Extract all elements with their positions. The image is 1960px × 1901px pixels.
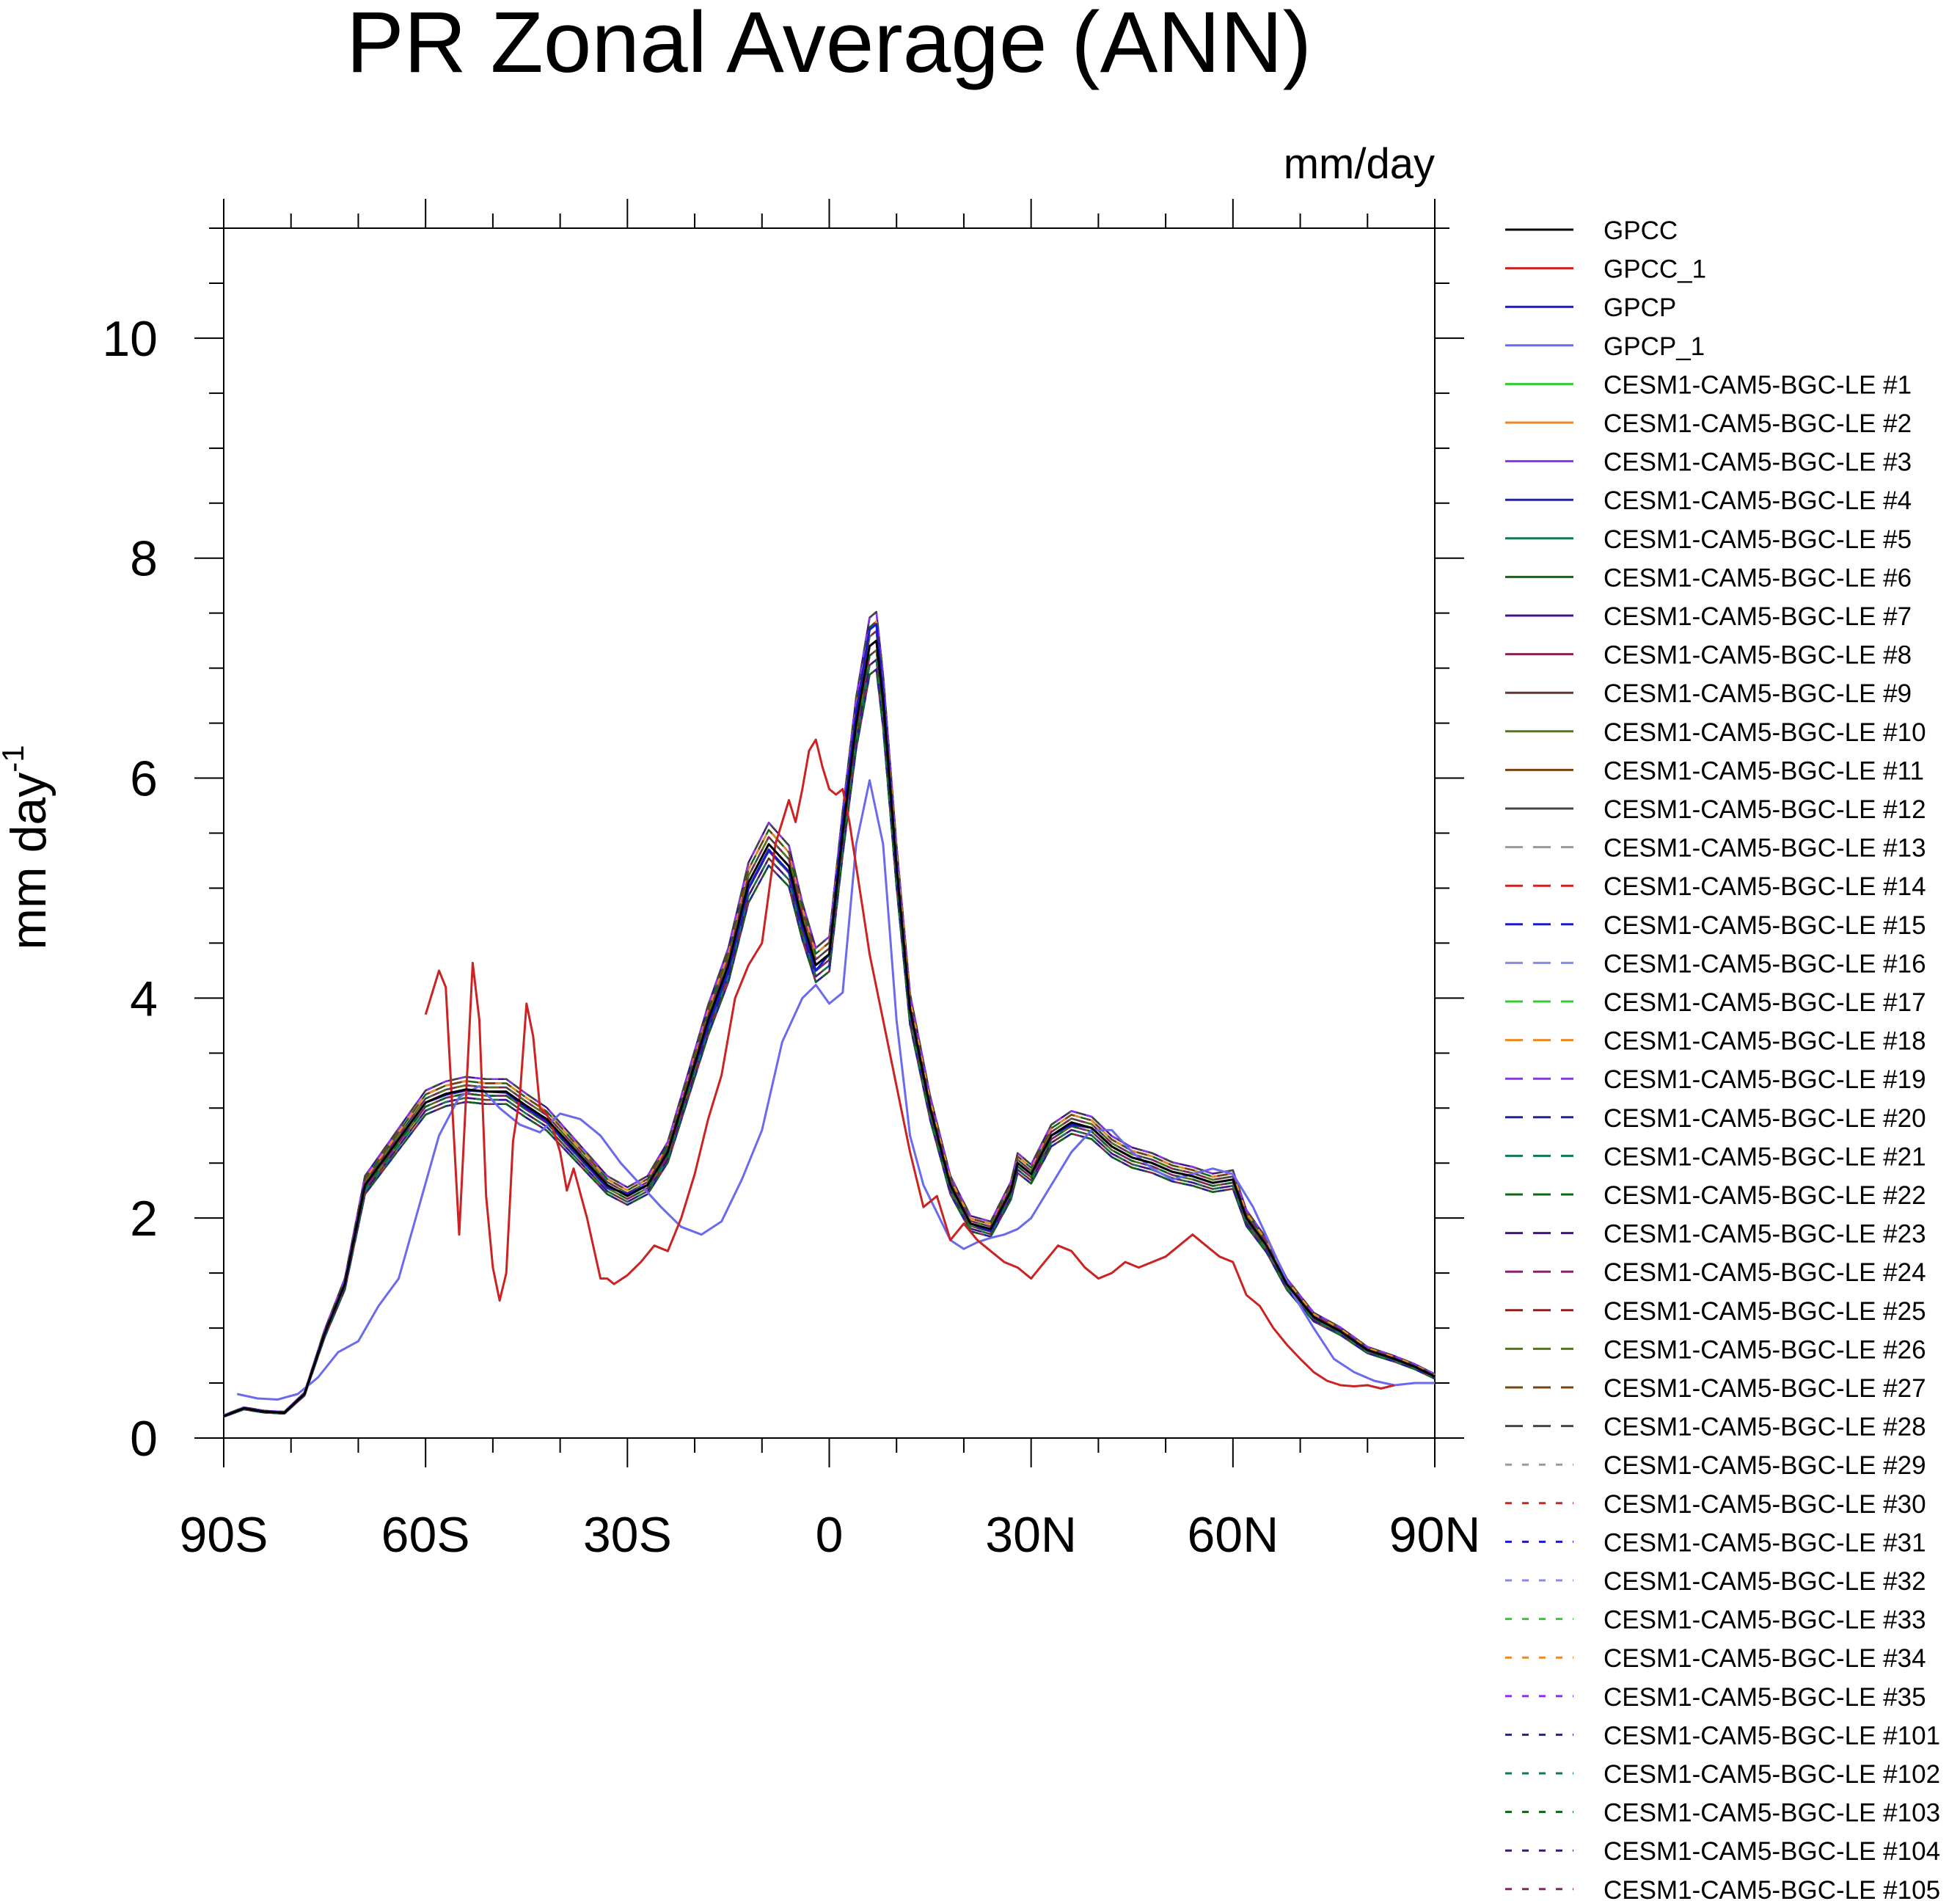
series-line-ensemble <box>223 668 1436 1418</box>
legend-label: CESM1-CAM5-BGC-LE #5 <box>1604 525 1912 554</box>
legend-label: GPCC_1 <box>1604 255 1706 284</box>
series-line-ensemble <box>223 658 1436 1417</box>
legend-label: CESM1-CAM5-BGC-LE #25 <box>1604 1297 1926 1326</box>
y-axis-label: mm day-1 <box>0 745 56 949</box>
legend-label: CESM1-CAM5-BGC-LE #18 <box>1604 1027 1926 1056</box>
series-line-ensemble <box>223 630 1436 1417</box>
y-tick-label: 4 <box>130 971 158 1026</box>
legend-label: CESM1-CAM5-BGC-LE #30 <box>1604 1490 1926 1519</box>
plot-axes: 90S 60S 30S 0 30N 60N 90N 0 2 4 6 8 10 <box>102 199 1480 1563</box>
x-tick-label: 30N <box>985 1507 1077 1563</box>
series-line-ensemble <box>223 668 1436 1418</box>
series-line-ensemble <box>223 610 1436 1417</box>
series-line-ensemble <box>223 658 1436 1417</box>
series-line-ensemble <box>223 658 1436 1417</box>
legend-label: CESM1-CAM5-BGC-LE #103 <box>1604 1799 1940 1828</box>
legend-label: CESM1-CAM5-BGC-LE #1 <box>1604 371 1912 399</box>
legend-label: CESM1-CAM5-BGC-LE #13 <box>1604 834 1926 863</box>
legend-label: CESM1-CAM5-BGC-LE #14 <box>1604 872 1926 901</box>
series-line-ensemble <box>223 610 1436 1417</box>
x-tick-label: 90S <box>180 1507 268 1563</box>
legend-label: CESM1-CAM5-BGC-LE #33 <box>1604 1606 1926 1635</box>
y-tick-label: 6 <box>130 751 158 807</box>
series-line-ensemble <box>223 630 1436 1417</box>
legend-label: CESM1-CAM5-BGC-LE #8 <box>1604 641 1912 670</box>
chart-title: PR Zonal Average (ANN) <box>346 0 1312 91</box>
y-tick-label: 8 <box>130 531 158 587</box>
legend-label: CESM1-CAM5-BGC-LE #101 <box>1604 1721 1940 1750</box>
y-tick-label: 10 <box>102 311 158 367</box>
series-line-ensemble <box>223 610 1436 1417</box>
legend-label: CESM1-CAM5-BGC-LE #34 <box>1604 1644 1926 1673</box>
series-line-ensemble <box>223 610 1436 1417</box>
legend-label: CESM1-CAM5-BGC-LE #11 <box>1604 756 1924 785</box>
series-line-ensemble <box>223 620 1436 1417</box>
legend-label: CESM1-CAM5-BGC-LE #23 <box>1604 1220 1926 1249</box>
legend-label: CESM1-CAM5-BGC-LE #9 <box>1604 679 1912 708</box>
legend-label: CESM1-CAM5-BGC-LE #24 <box>1604 1258 1926 1287</box>
series-line-ensemble <box>223 668 1436 1418</box>
series-line-ensemble <box>223 630 1436 1417</box>
legend-label: GPCP_1 <box>1604 332 1705 361</box>
series-line-ensemble <box>223 668 1436 1418</box>
legend-label: CESM1-CAM5-BGC-LE #7 <box>1604 602 1912 631</box>
legend-label: CESM1-CAM5-BGC-LE #19 <box>1604 1065 1926 1094</box>
series-line-ensemble <box>223 620 1436 1417</box>
x-tick-label: 60N <box>1187 1507 1279 1563</box>
legend-label: CESM1-CAM5-BGC-LE #35 <box>1604 1683 1926 1712</box>
series-line-ensemble <box>223 630 1436 1417</box>
legend-label: CESM1-CAM5-BGC-LE #3 <box>1604 448 1912 477</box>
series-line-ensemble <box>223 610 1436 1417</box>
legend-label: CESM1-CAM5-BGC-LE #20 <box>1604 1104 1926 1133</box>
legend-label: CESM1-CAM5-BGC-LE #105 <box>1604 1876 1940 1901</box>
series-line-ensemble <box>223 668 1436 1418</box>
legend-label: CESM1-CAM5-BGC-LE #12 <box>1604 795 1926 824</box>
legend-label: CESM1-CAM5-BGC-LE #16 <box>1604 949 1926 978</box>
legend-label: CESM1-CAM5-BGC-LE #104 <box>1604 1837 1940 1866</box>
legend-label: CESM1-CAM5-BGC-LE #22 <box>1604 1181 1926 1210</box>
series-line-ensemble <box>223 630 1436 1417</box>
legend-label: CESM1-CAM5-BGC-LE #10 <box>1604 718 1926 747</box>
plot-lines <box>223 610 1436 1418</box>
legend-label: CESM1-CAM5-BGC-LE #28 <box>1604 1413 1926 1442</box>
x-tick-label: 30S <box>583 1507 672 1563</box>
legend-label: CESM1-CAM5-BGC-LE #32 <box>1604 1567 1926 1596</box>
legend-label: CESM1-CAM5-BGC-LE #17 <box>1604 988 1926 1017</box>
series-line-ensemble <box>223 658 1436 1417</box>
y-axis-label-main: mm day <box>1 773 56 950</box>
series-line-ensemble <box>223 668 1436 1418</box>
series-line-ensemble <box>223 630 1436 1417</box>
legend-label: GPCC <box>1604 216 1678 245</box>
legend-label: CESM1-CAM5-BGC-LE #21 <box>1604 1142 1926 1171</box>
legend-label: CESM1-CAM5-BGC-LE #15 <box>1604 911 1926 940</box>
x-tick-label: 60S <box>381 1507 470 1563</box>
series-line-ensemble <box>223 620 1436 1417</box>
legend-label: CESM1-CAM5-BGC-LE #31 <box>1604 1528 1926 1557</box>
series-line <box>223 639 1436 1417</box>
series-line-ensemble <box>223 620 1436 1417</box>
legend-label: CESM1-CAM5-BGC-LE #2 <box>1604 409 1912 438</box>
y-axis-label-sup: -1 <box>0 745 30 772</box>
series-line-ensemble <box>223 658 1436 1417</box>
series-line <box>424 738 1395 1390</box>
y-tick-label: 2 <box>130 1191 158 1247</box>
legend-label: CESM1-CAM5-BGC-LE #26 <box>1604 1335 1926 1364</box>
units-label: mm/day <box>1284 140 1435 188</box>
y-tick-label: 0 <box>130 1411 158 1467</box>
legend-label: CESM1-CAM5-BGC-LE #102 <box>1604 1760 1940 1789</box>
x-tick-label: 0 <box>816 1507 844 1563</box>
legend-label: CESM1-CAM5-BGC-LE #27 <box>1604 1374 1926 1403</box>
legend-label: CESM1-CAM5-BGC-LE #6 <box>1604 563 1912 592</box>
legend-label: CESM1-CAM5-BGC-LE #4 <box>1604 486 1912 515</box>
series-line-ensemble <box>223 649 1436 1417</box>
x-tick-label: 90N <box>1389 1507 1481 1563</box>
series-line-ensemble <box>223 658 1436 1417</box>
series-line <box>236 779 1435 1401</box>
series-line <box>223 623 1436 1417</box>
legend-label: CESM1-CAM5-BGC-LE #29 <box>1604 1451 1926 1480</box>
series-line-ensemble <box>223 620 1436 1417</box>
legend: GPCC GPCC_1 GPCP GPCP_1 CESM1-CAM5-BGC-LE #1… <box>1505 216 1940 1901</box>
legend-label: GPCP <box>1604 293 1676 322</box>
